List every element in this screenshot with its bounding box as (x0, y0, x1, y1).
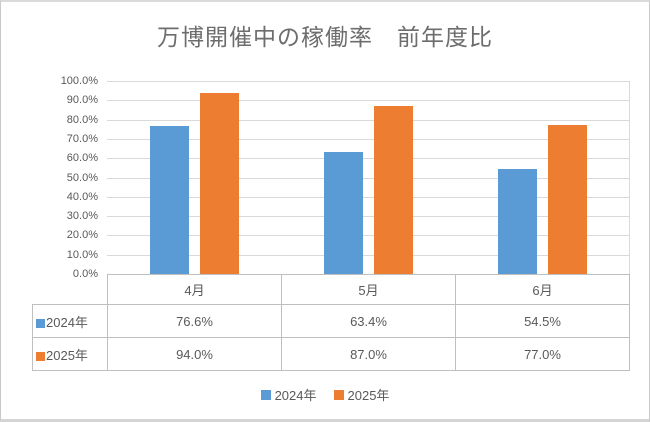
table-cell: 87.0% (281, 337, 456, 371)
chart-title: 万博開催中の稼働率 前年度比 (157, 24, 493, 50)
y-tick-label: 80.0% (66, 113, 98, 126)
row-label-text: 2025年 (46, 347, 88, 363)
legend-item: 2025年 (333, 385, 390, 404)
gridline (107, 119, 629, 121)
gridline (107, 235, 629, 237)
bar-series1-cat0 (199, 92, 239, 274)
table-cell: 63.4% (281, 304, 456, 338)
y-tick-label: 10.0% (66, 248, 98, 261)
table-blank-cell (33, 275, 108, 305)
gridline (107, 254, 629, 256)
gridline (107, 100, 629, 102)
table-cell: 76.6% (107, 304, 282, 338)
gridline (107, 216, 629, 218)
y-tick-label: 50.0% (66, 171, 98, 184)
row-label: 2024年 (32, 304, 108, 338)
series-key-icon (36, 318, 45, 328)
y-tick-label: 70.0% (66, 132, 98, 145)
row-label-text: 2024年 (46, 314, 88, 330)
legend-label: 2025年 (347, 388, 390, 403)
legend-label: 2024年 (274, 388, 317, 403)
legend-key-icon (333, 389, 344, 400)
data-table: 4月 5月 6月 2024年 76.6% 63.4% 54.5% 2025年 9… (32, 274, 630, 371)
gridline (107, 81, 629, 82)
y-axis: 100.0% 90.0% 80.0% 70.0% 60.0% 50.0% 40.0% 30.0… (1, 75, 98, 280)
table-cell: 54.5% (455, 304, 630, 338)
bar-series0-cat0 (149, 126, 189, 274)
gridline (107, 158, 629, 160)
table-header-cell: 4月 (107, 274, 282, 305)
table-cell: 94.0% (107, 337, 282, 371)
bar-series0-cat2 (497, 168, 537, 274)
table-cell: 77.0% (455, 337, 630, 371)
gridline (107, 196, 629, 198)
y-tick-label: 0.0% (72, 268, 98, 280)
plot-area (107, 81, 630, 275)
y-tick-label: 20.0% (66, 229, 98, 242)
legend-key-icon (260, 389, 271, 400)
bar-series0-cat1 (323, 151, 363, 274)
table-row: 2025年 94.0% 87.0% 77.0% (32, 337, 630, 371)
table-row: 2024年 76.6% 63.4% 54.5% (32, 304, 630, 338)
y-tick-label: 40.0% (66, 190, 98, 203)
gridline (107, 138, 629, 140)
y-tick-label: 90.0% (66, 94, 98, 107)
row-label: 2025年 (32, 337, 108, 371)
table-header-row: 4月 5月 6月 (33, 274, 630, 305)
table-header-cell: 6月 (455, 274, 630, 305)
y-tick-label: 100.0% (60, 75, 98, 87)
y-tick-label: 30.0% (66, 210, 98, 223)
bar-series1-cat2 (547, 125, 587, 274)
y-tick-label: 60.0% (66, 152, 98, 165)
bar-series1-cat1 (373, 106, 413, 274)
table-header-cell: 5月 (281, 274, 456, 305)
series-key-icon (36, 351, 45, 361)
legend-item: 2024年 (260, 385, 317, 404)
chart-legend: 2024年 2025年 (1, 385, 649, 404)
gridline (107, 177, 629, 179)
